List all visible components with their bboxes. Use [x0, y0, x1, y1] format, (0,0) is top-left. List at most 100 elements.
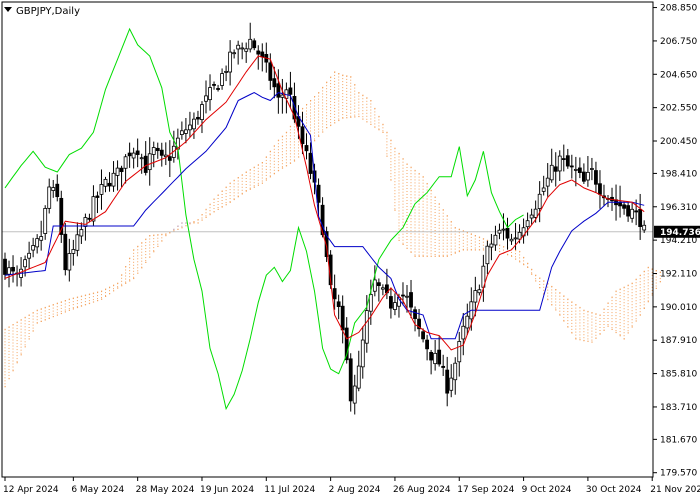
cloud-dot — [430, 238, 432, 240]
cloud-dot — [269, 169, 271, 171]
cloud-dot — [181, 225, 183, 227]
span-a-dot — [4, 328, 6, 330]
chart-header: GBPJPY,Daily — [4, 6, 80, 17]
cloud-dot — [133, 255, 135, 257]
cloud-dot — [310, 106, 311, 108]
span-b-dot — [551, 304, 553, 306]
span-b-dot — [121, 285, 123, 287]
candle — [111, 161, 116, 192]
candle-body — [75, 234, 80, 251]
candle — [304, 133, 309, 160]
cloud-dot — [346, 96, 348, 98]
span-b-dot — [181, 222, 183, 224]
candle — [541, 175, 546, 196]
cloud-dot — [406, 188, 408, 189]
cloud-dot — [402, 197, 404, 199]
cloud-dot — [434, 203, 436, 204]
cloud-dot — [398, 177, 400, 179]
cloud-dot — [233, 189, 235, 191]
cloud-dot — [398, 162, 400, 164]
cloud-dot — [289, 156, 291, 158]
cloud-dot — [298, 150, 299, 152]
cloud-dot — [599, 327, 601, 328]
span-a-dot — [535, 274, 537, 276]
cloud-dot — [422, 242, 424, 244]
cloud-dot — [607, 318, 609, 319]
cloud-dot — [615, 321, 617, 323]
cloud-dot — [386, 135, 388, 137]
cloud-dot — [72, 307, 74, 309]
cloud-dot — [422, 182, 424, 184]
span-b-dot — [8, 378, 10, 380]
cloud-dot — [410, 248, 412, 250]
cloud-dot — [28, 327, 30, 328]
candle-body — [549, 164, 554, 181]
cloud-dot — [269, 175, 271, 177]
cloud-dot — [285, 147, 287, 149]
cloud-dot — [24, 335, 26, 337]
cloud-dot — [205, 215, 207, 217]
cloud-dot — [390, 149, 392, 151]
cloud-dot — [643, 280, 645, 282]
cloud-dot — [354, 111, 356, 113]
cloud-dot — [277, 155, 279, 157]
cloud-dot — [406, 185, 408, 186]
cloud-dot — [647, 297, 649, 299]
cloud-dot — [346, 78, 348, 80]
cloud-dot — [289, 150, 291, 152]
cloud-dot — [426, 252, 428, 254]
span-a-dot — [587, 310, 589, 313]
cloud-dot — [326, 109, 328, 111]
span-a-dot — [249, 169, 251, 171]
cloud-dot — [394, 181, 396, 183]
cloud-dot — [330, 92, 332, 94]
cloud-dot — [386, 153, 388, 155]
span-b-dot — [599, 333, 601, 335]
cloud-dot — [414, 179, 416, 181]
x-tick-label: 6 May 2024 — [71, 485, 124, 495]
cloud-dot — [422, 236, 424, 238]
cloud-dot — [398, 228, 400, 230]
cloud-dot — [346, 87, 348, 89]
cloud-dot — [414, 236, 416, 238]
candle — [569, 154, 574, 179]
cloud-dot — [458, 238, 460, 240]
cloud-dot — [587, 323, 589, 325]
cloud-dot — [575, 334, 577, 336]
cloud-dot — [583, 316, 585, 318]
ichimoku-lines — [4, 27, 645, 411]
cloud-dot — [651, 274, 653, 276]
cloud-dot — [410, 227, 412, 229]
span-a-dot — [619, 288, 621, 290]
cloud-dot — [442, 227, 444, 229]
candle — [159, 142, 164, 167]
candle-body — [276, 83, 281, 98]
cloud-dot — [587, 320, 589, 322]
span-a-dot — [257, 164, 259, 166]
span-b-dot — [209, 214, 211, 216]
cloud-dot — [623, 326, 625, 328]
cloud-dot — [575, 331, 577, 333]
cloud-dot — [16, 340, 18, 342]
cloud-dot — [306, 113, 307, 115]
cloud-dot — [358, 113, 360, 115]
cloud-dot — [434, 230, 436, 231]
cloud-dot — [326, 103, 328, 105]
cloud-dot — [639, 305, 641, 307]
symbol-dropdown-icon[interactable] — [4, 7, 12, 12]
cloud-dot — [599, 330, 601, 331]
cloud-dot — [358, 98, 360, 100]
cloud-dot — [133, 258, 135, 260]
cloud-dot — [627, 309, 629, 311]
cloud-dot — [611, 300, 613, 302]
span-a-dot — [623, 286, 625, 288]
cloud-dot — [354, 105, 356, 107]
cloud-dot — [225, 196, 227, 198]
cloud-dot — [157, 237, 159, 239]
span-b-dot — [639, 314, 641, 316]
cloud-dot — [619, 307, 621, 309]
cloud-dot — [12, 354, 14, 356]
candle-body — [372, 279, 377, 292]
cloud-dot — [394, 178, 396, 180]
